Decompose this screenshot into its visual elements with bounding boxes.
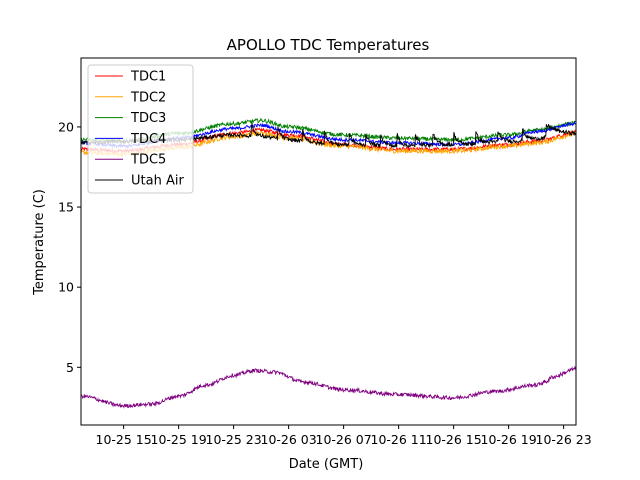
legend-label: TDC5 (130, 153, 166, 168)
y-tick-label: 10 (58, 280, 74, 295)
x-tick-label: 10-25 19 (151, 432, 207, 447)
legend-label: TDC3 (130, 111, 166, 126)
x-tick-label: 10-25 15 (96, 432, 152, 447)
y-tick-label: 5 (66, 360, 74, 375)
chart-title: APOLLO TDC Temperatures (227, 36, 430, 54)
legend-label: TDC2 (130, 90, 166, 105)
x-tick-label: 10-26 23 (536, 432, 592, 447)
series-line-tdc5 (81, 365, 576, 409)
y-axis-label: Temperature (C) (32, 189, 47, 296)
x-tick-label: 10-26 11 (371, 432, 427, 447)
legend-label: TDC4 (130, 132, 166, 147)
plot-frame (80, 57, 577, 426)
x-tick-label: 10-25 23 (206, 432, 262, 447)
x-tick-label: 10-26 07 (316, 432, 372, 447)
y-axis: 5 10 15 20 (58, 119, 81, 375)
x-tick-label: 10-26 03 (261, 432, 317, 447)
legend-label: Utah Air (131, 174, 184, 189)
x-axis-label: Date (GMT) (289, 457, 364, 472)
y-tick-label: 15 (58, 200, 74, 215)
y-tick-label: 20 (58, 119, 74, 134)
x-tick-label: 10-26 19 (481, 432, 537, 447)
x-tick-label: 10-26 15 (426, 432, 482, 447)
legend-label: TDC1 (130, 70, 166, 85)
legend: TDC1 TDC2 TDC3 TDC4 TDC5 Utah Air (87, 64, 194, 194)
